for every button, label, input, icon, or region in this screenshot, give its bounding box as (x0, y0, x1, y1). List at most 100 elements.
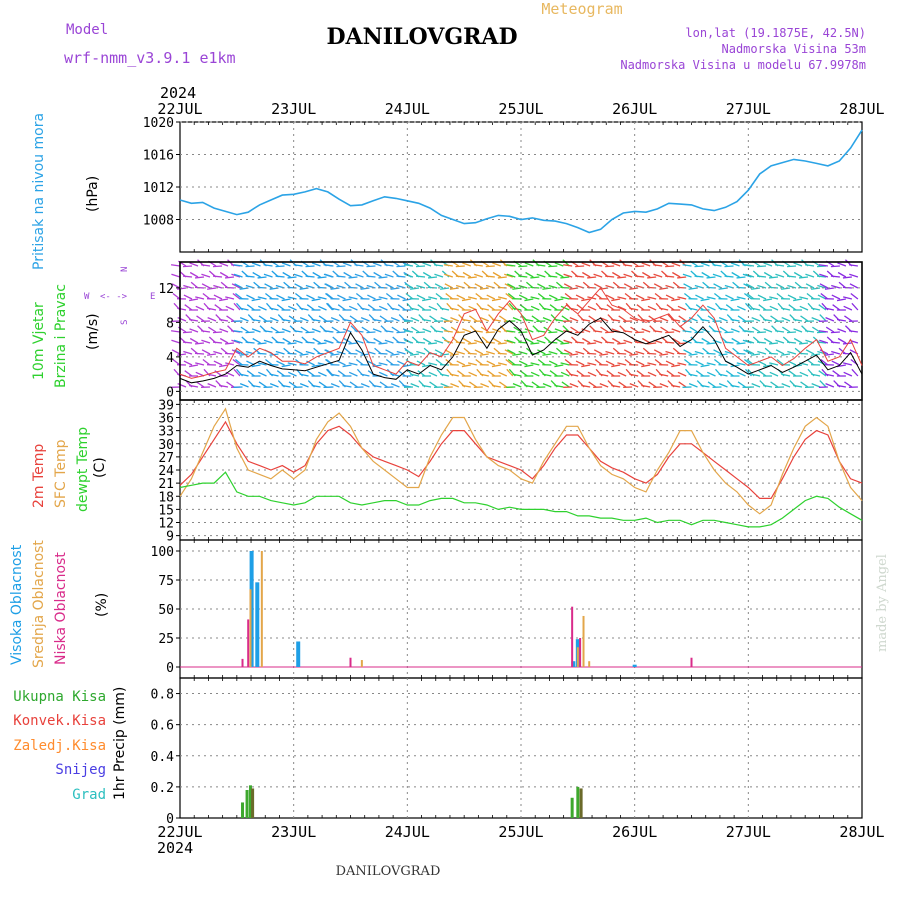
wind-barb (212, 341, 223, 344)
wind-barb (373, 337, 382, 344)
wind-barb (473, 264, 483, 267)
wind-barb (434, 339, 444, 344)
precip-bar (251, 788, 255, 818)
wind-barb (587, 276, 597, 279)
wind-barb (390, 353, 400, 356)
wind-barb (385, 283, 394, 289)
wind-barb (830, 265, 840, 268)
wind-barb (474, 339, 484, 344)
wind-barb (611, 298, 621, 302)
wind-barb (405, 292, 414, 300)
wind-barb (342, 262, 352, 267)
wind-barb (440, 373, 450, 377)
wind-barb (366, 275, 376, 278)
wind-barb (653, 273, 663, 278)
wind-barb (486, 360, 496, 366)
wind-barb (537, 358, 546, 366)
wind-barb (563, 339, 573, 344)
wind-barb (787, 284, 797, 289)
wind-barb (647, 296, 657, 300)
wind-barb (440, 383, 450, 388)
wind-barb (396, 265, 406, 268)
temp-ytick-label: 9 (166, 530, 174, 545)
wind-barb (575, 294, 585, 300)
wind-panel: 0 4 8 12 (158, 259, 863, 401)
wind-barb (725, 370, 734, 377)
temp-ytick-label: 36 (158, 412, 174, 427)
wind-barb (475, 292, 484, 300)
wind-barb (799, 371, 809, 377)
wind-barb (531, 315, 540, 322)
wind-barb (213, 284, 223, 289)
cloud-bar (571, 661, 576, 667)
wind-barb (367, 360, 376, 366)
wind-barb (776, 292, 785, 300)
time-label-bottom: 27JUL (726, 823, 771, 841)
wind-barb (183, 284, 193, 289)
wind-barb (456, 294, 466, 300)
wind-barb (635, 350, 645, 355)
wind-barb (404, 330, 414, 333)
wind-barb (235, 358, 243, 366)
wind-barb (582, 337, 591, 344)
wind-barb (787, 350, 797, 355)
wind-barb (563, 283, 573, 289)
wind-barb (629, 317, 639, 322)
wind-barb (491, 318, 501, 322)
wind-barb (427, 276, 438, 279)
wind-barb (641, 364, 651, 368)
precip-ylabel: 1hr Precip (mm) (112, 687, 128, 800)
wind-barb (617, 296, 627, 300)
wind-barb (743, 283, 752, 289)
wind-barb (575, 265, 585, 268)
wind-barb (434, 330, 444, 333)
wind-barb (404, 273, 414, 278)
wind-barb (831, 284, 841, 289)
wind-barb (450, 326, 460, 333)
wind-barb (542, 317, 552, 322)
wind-barb (678, 381, 687, 388)
wind-barb (666, 370, 675, 377)
wind-barb (231, 283, 241, 289)
wind-barb (331, 326, 340, 333)
wind-barb (305, 341, 315, 344)
wind-barb (587, 342, 597, 345)
wind-barb (491, 298, 501, 302)
wind-barb (233, 264, 243, 267)
wind-barb (694, 331, 704, 334)
time-label-top: 23JUL (271, 100, 316, 118)
wind-barb (714, 292, 722, 300)
wind-barb (811, 287, 821, 290)
wind-barb (594, 292, 603, 300)
wind-barb (618, 315, 627, 322)
wind-barb (654, 358, 663, 366)
wind-barb (518, 331, 528, 334)
wind-barb (299, 383, 309, 388)
wind-barb (311, 364, 321, 368)
wind-barb (390, 373, 400, 377)
wind-barb (461, 298, 471, 302)
precip-legend-item: Ukupna Kisa (13, 689, 106, 705)
wind-barb (518, 360, 528, 366)
wind-barb (257, 352, 267, 355)
wind-barb (665, 294, 675, 300)
wind-barb (623, 349, 633, 355)
wind-barb (213, 350, 223, 355)
wind-barb (336, 265, 346, 268)
cloud-bar (260, 551, 263, 667)
wind-barb (548, 275, 558, 278)
wind-barb (195, 362, 205, 366)
wind-barb (324, 330, 334, 333)
wind-barb (293, 330, 303, 333)
wind-barb (700, 262, 710, 267)
wind-barb (805, 283, 815, 289)
wind-barb (695, 360, 704, 366)
time-label-top: 25JUL (498, 100, 543, 118)
precip-legend-item: Zaledj.Kisa (13, 738, 106, 754)
wind-barb (233, 339, 243, 344)
wind-barb (337, 294, 346, 300)
wind-barb (258, 315, 267, 322)
wind-barb (816, 341, 827, 344)
wind-barb (700, 384, 710, 388)
